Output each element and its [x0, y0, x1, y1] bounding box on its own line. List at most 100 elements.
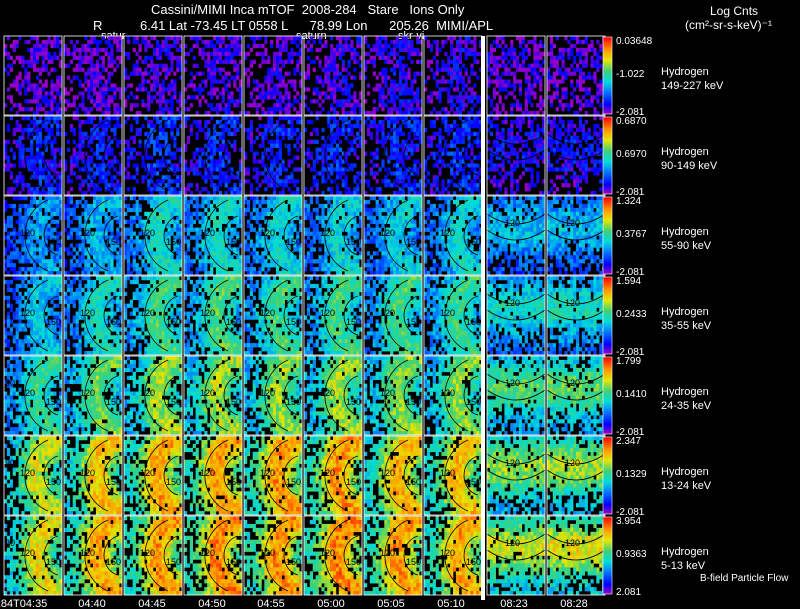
colorbar-mid-label: 0.1410 [616, 389, 647, 400]
contour-label: 150 [46, 557, 61, 567]
heatmap-panel [546, 115, 606, 196]
heatmap-panel: 120 150 [303, 275, 363, 356]
colorbar-mid-label: -1.022 [616, 69, 645, 80]
contour-label: 120 [505, 298, 520, 308]
heatmap-panel [123, 115, 183, 196]
heatmap-panel: 120 [486, 515, 546, 596]
colorbar: 1.324 0.3767 -2.081 [602, 196, 647, 278]
heatmap-panel [363, 35, 423, 116]
colorbar-min-label: 2.081 [616, 587, 641, 598]
contour-label: 120 [320, 468, 335, 478]
contour-label: 120 [440, 388, 455, 398]
contour-label: 120 [260, 388, 275, 398]
contour-label: 120 [380, 388, 395, 398]
colorbar: 1.594 0.2433 -2.081 [602, 276, 647, 358]
contour-label: 150 [166, 237, 181, 247]
contour-label: 150 [226, 557, 241, 567]
heatmap-panel: 120 150 90 [3, 515, 63, 596]
contour-label: 120 [380, 468, 395, 478]
heatmap-panel: 120 150 [363, 355, 423, 436]
heatmap-panel: 120 150 [303, 435, 363, 516]
contour-label: 150 [226, 237, 241, 247]
colorbar-min-label: -2.081 [616, 347, 645, 358]
row-species-label: Hydrogen [661, 146, 709, 158]
heatmap-panel: 120 150 90 [3, 435, 63, 516]
contour-label: 120 [20, 548, 35, 558]
contour-label: 150 [346, 557, 361, 567]
contour-label: 150 [466, 317, 481, 327]
heatmap-panel: 120 150 [303, 195, 363, 276]
contour-label: 150 [346, 477, 361, 487]
heatmap-panel [63, 115, 123, 196]
contour-label: 150 [226, 397, 241, 407]
contour-label: 120 [200, 308, 215, 318]
orbit-info: 6.41 Lat -73.45 LT 0558 L 78.99 Lon 205.… [140, 19, 493, 33]
contour-label: 120 [20, 228, 35, 238]
contour-label: 150 [466, 397, 481, 407]
contour-label: 150 [466, 237, 481, 247]
heatmap-panel: 120 150 [183, 515, 243, 596]
colorbar-min-label: -2.081 [616, 427, 645, 438]
colorbar-mid-label: 0.3767 [616, 229, 647, 240]
heatmap-panel [303, 115, 363, 196]
contour-label: 120 [80, 548, 95, 558]
contour-label: 150 [106, 557, 121, 567]
time-tick-label: 04:50 [198, 598, 226, 609]
contour-label: 120 [140, 308, 155, 318]
heatmap-panel [63, 35, 123, 116]
contour-label: 120 [565, 458, 580, 468]
contour-label: 150 [166, 477, 181, 487]
time-tick-label: 05:05 [377, 598, 405, 609]
units-title: Log Cnts [710, 5, 758, 18]
heatmap-panel: 120 [486, 435, 546, 516]
row-species-label: Hydrogen [661, 226, 709, 238]
footer-label: B-field Particle Flow [700, 573, 788, 584]
contour-label: 120 [200, 388, 215, 398]
heatmap-panel: 120 150 [243, 435, 303, 516]
contour-label: 150 [166, 317, 181, 327]
contour-label: 120 [380, 308, 395, 318]
contour-label: 120 [380, 548, 395, 558]
contour-label: 120 [80, 388, 95, 398]
contour-label: 120 [320, 548, 335, 558]
heatmap-panel [423, 35, 483, 116]
r-label: R [93, 19, 102, 33]
contour-label: 120 [320, 308, 335, 318]
colorbar-mid-label: 0.1329 [616, 469, 647, 480]
contour-label: 120 [260, 468, 275, 478]
contour-label: 150 [106, 477, 121, 487]
heatmap-panel: 120 150 [123, 355, 183, 436]
heatmap-panel [546, 35, 606, 116]
heatmap-panel: 120 150 [123, 435, 183, 516]
heatmap-panel: 120 150 [303, 515, 363, 596]
chart-title: Cassini/MIMI Inca mTOF 2008-284 Stare Io… [151, 3, 464, 17]
contour-label: 150 [406, 317, 421, 327]
colorbar: 0.03648 -1.022 -2.081 [602, 36, 653, 118]
heatmap-panel: 120 150 [423, 435, 483, 516]
contour-label: 120 [200, 548, 215, 558]
heatmap-panel [243, 115, 303, 196]
contour-label: 120 [565, 298, 580, 308]
colorbar-max-label: 0.6870 [616, 116, 647, 127]
contour-label: 120 [140, 388, 155, 398]
heatmap-panel: 120 150 [3, 195, 63, 276]
time-tick-label: 08:28 [560, 598, 588, 609]
colorbar-max-label: 1.799 [616, 356, 641, 367]
contour-label: 120 [260, 228, 275, 238]
row-energy-label: 55-90 keV [661, 240, 712, 252]
colorbar: 1.799 0.1410 -2.081 [602, 356, 647, 438]
heatmap-panel: 120 150 [363, 275, 423, 356]
heatmap-panel: 120 150 [183, 275, 243, 356]
heatmap-panel: 120 150 [243, 515, 303, 596]
contour-label: 120 [20, 308, 35, 318]
contour-label: 120 [140, 548, 155, 558]
heatmap-panel: 120 150 [243, 355, 303, 436]
colorbar-max-label: 3.954 [616, 516, 641, 527]
heatmap-panel: 120 150 [303, 355, 363, 436]
heatmap-panel: 120 150 [63, 275, 123, 356]
heatmap-panel: 120 [486, 195, 546, 276]
heatmap-panel: 120 150 [243, 275, 303, 356]
row-energy-label: 24-35 keV [661, 400, 712, 412]
contour-label: 120 [440, 548, 455, 558]
